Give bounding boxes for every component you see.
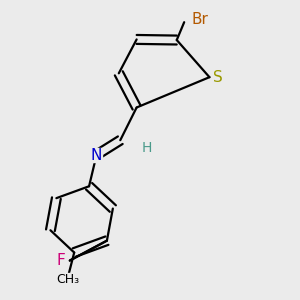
Bar (190, 13, 205, 26)
Text: N: N (91, 148, 102, 163)
Text: F: F (56, 253, 65, 268)
Bar (56, 254, 67, 267)
Bar (212, 70, 223, 84)
Bar (91, 148, 102, 162)
Text: H: H (142, 141, 152, 154)
Text: CH₃: CH₃ (56, 273, 79, 286)
Bar (58, 273, 77, 286)
Text: Br: Br (192, 12, 208, 27)
Text: S: S (213, 70, 223, 85)
Bar (141, 141, 153, 154)
